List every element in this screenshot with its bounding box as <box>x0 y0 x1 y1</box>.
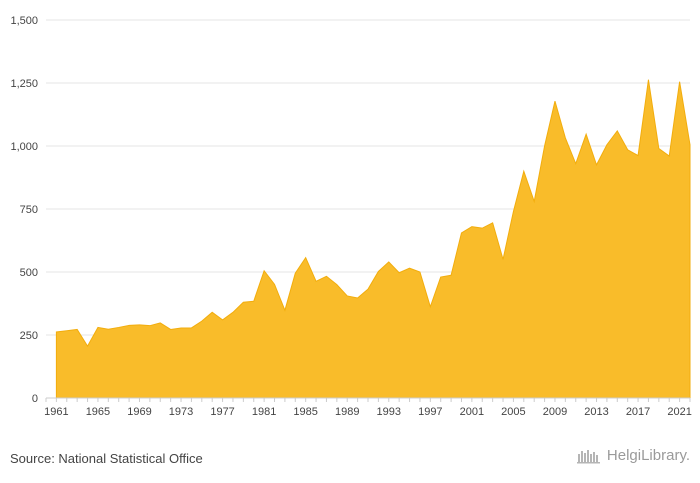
y-tick-label: 500 <box>20 267 38 279</box>
x-tick-label: 1985 <box>293 406 317 418</box>
logo-text: HelgiLibrary. <box>606 447 690 464</box>
y-axis: 0 250 500 750 1,000 1,250 1,500 <box>10 15 38 405</box>
x-axis: 1961 1965 1969 1973 1977 1981 1985 1989 1993 1997… <box>44 397 692 418</box>
y-tick-label: 1,000 <box>10 141 38 153</box>
x-tick-label: 1961 <box>44 406 68 418</box>
x-tick-label: 1965 <box>86 406 110 418</box>
y-tick-label: 750 <box>20 204 38 216</box>
x-tick-label: 1969 <box>127 406 151 418</box>
y-tick-label: 250 <box>20 330 38 342</box>
x-tick-label: 1997 <box>418 406 442 418</box>
x-tick-label: 1981 <box>252 406 276 418</box>
x-tick-label: 1977 <box>210 406 234 418</box>
brand-logo: HelgiLibrary. <box>576 447 690 464</box>
x-tick-label: 1989 <box>335 406 359 418</box>
source-note: Source: National Statistical Office <box>10 451 203 466</box>
x-tick-label: 2009 <box>543 406 567 418</box>
y-tick-label: 1,500 <box>10 15 38 27</box>
x-tick-label: 1973 <box>169 406 193 418</box>
x-tick-label: 1993 <box>377 406 401 418</box>
helgi-library-icon <box>576 449 600 463</box>
y-tick-label: 1,250 <box>10 78 38 90</box>
x-tick-label: 2021 <box>667 406 691 418</box>
x-tick-label: 2005 <box>501 406 525 418</box>
area-fill <box>55 79 691 399</box>
x-tick-label: 2013 <box>584 406 608 418</box>
area-series <box>55 79 691 399</box>
y-tick-label: 0 <box>32 393 38 405</box>
x-tick-label: 2017 <box>626 406 650 418</box>
x-tick-label: 2001 <box>460 406 484 418</box>
